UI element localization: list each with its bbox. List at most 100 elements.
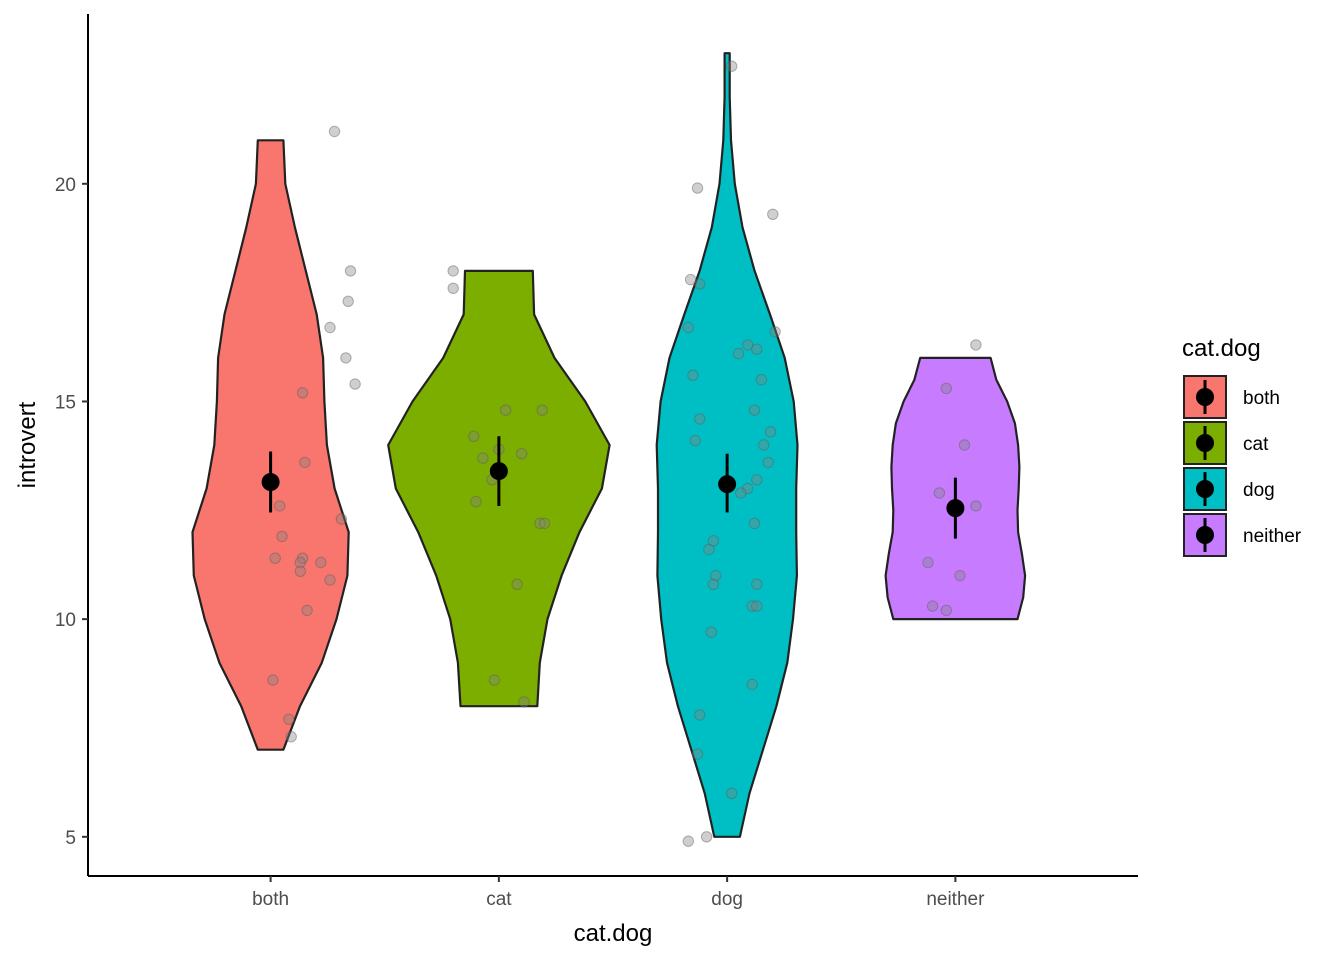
mean-point-cat	[489, 462, 508, 481]
data-point-dog	[694, 709, 706, 721]
data-point-dog	[742, 339, 754, 351]
data-point-dog	[762, 456, 774, 469]
data-point-dog	[767, 208, 779, 221]
data-point-both	[335, 513, 348, 525]
y-tick-label: 10	[55, 610, 76, 631]
data-point-both	[299, 456, 311, 469]
data-point-cat	[534, 517, 546, 530]
data-point-dog	[682, 835, 694, 847]
data-point-neither	[940, 604, 952, 617]
legend-item-neither: neither	[1183, 513, 1302, 557]
data-point-both	[340, 352, 352, 364]
data-point-both	[328, 125, 341, 138]
data-point-neither	[970, 500, 982, 512]
data-point-both	[324, 321, 336, 334]
data-point-dog	[742, 482, 754, 495]
data-point-dog	[682, 321, 694, 334]
data-point-cat	[447, 282, 459, 294]
x-axis-title: cat.dog	[574, 920, 653, 947]
y-tick-label: 15	[55, 392, 76, 413]
data-point-both	[269, 552, 281, 564]
data-point-dog	[694, 278, 706, 290]
data-point-dog	[735, 487, 747, 499]
legend-key-point	[1196, 480, 1214, 498]
plot-panel	[191, 52, 1027, 847]
data-point-cat	[500, 404, 512, 416]
data-point-neither	[970, 339, 982, 351]
data-point-neither	[958, 439, 971, 451]
legend-key-point	[1196, 388, 1214, 406]
data-point-dog	[694, 413, 706, 425]
data-point-cat	[468, 430, 480, 442]
data-point-cat	[447, 265, 459, 277]
data-point-both	[296, 552, 309, 564]
y-axis-title: introvert	[14, 401, 41, 488]
data-point-cat	[518, 696, 530, 708]
data-point-dog	[687, 369, 699, 381]
data-point-both	[324, 574, 336, 586]
x-tick-label: both	[252, 889, 289, 910]
legend-label-cat: cat	[1243, 434, 1269, 455]
x-tick-label: cat	[486, 889, 512, 910]
data-point-cat	[470, 495, 482, 508]
data-point-dog	[746, 600, 758, 612]
data-point-dog	[764, 426, 777, 438]
data-point-dog	[748, 517, 761, 530]
y-tick-label: 5	[65, 828, 76, 849]
data-point-dog	[751, 600, 763, 612]
data-point-both	[301, 604, 313, 617]
x-tick-label: dog	[711, 889, 743, 910]
data-point-dog	[703, 543, 715, 556]
legend-label-dog: dog	[1243, 480, 1275, 501]
legend-label-neither: neither	[1243, 526, 1302, 547]
mean-point-dog	[718, 475, 737, 494]
mean-point-neither	[946, 499, 965, 518]
data-point-cat	[477, 452, 489, 464]
x-tick-label: neither	[926, 889, 985, 910]
data-point-neither	[926, 600, 939, 612]
data-point-cat	[516, 448, 528, 460]
data-point-dog	[751, 474, 763, 486]
data-point-both	[344, 265, 357, 277]
data-point-dog	[691, 182, 704, 194]
data-point-both	[294, 565, 306, 577]
data-point-dog	[732, 347, 745, 360]
y-tick-label: 20	[55, 175, 76, 196]
y-ticks: 5 10 15 20	[55, 175, 88, 849]
data-point-dog	[691, 748, 704, 760]
legend-key-point	[1196, 526, 1214, 544]
data-point-neither	[922, 556, 934, 569]
data-point-dog	[755, 374, 768, 386]
legend-key-point	[1196, 434, 1214, 452]
data-point-both	[276, 530, 288, 543]
data-point-both	[267, 674, 279, 686]
data-point-both	[285, 731, 297, 743]
data-point-both	[342, 295, 354, 307]
data-point-both	[349, 378, 361, 390]
data-point-both	[294, 556, 306, 569]
legend-title: cat.dog	[1182, 335, 1261, 362]
data-point-dog	[700, 831, 713, 843]
legend-item-both: both	[1183, 375, 1280, 419]
data-point-dog	[758, 439, 770, 451]
data-point-both	[283, 713, 295, 725]
data-point-dog	[769, 326, 781, 338]
data-point-dog	[707, 535, 720, 547]
data-point-dog	[707, 578, 720, 590]
data-point-cat	[511, 578, 523, 590]
data-point-dog	[710, 569, 722, 582]
data-point-neither	[940, 382, 952, 395]
data-point-both	[315, 556, 327, 569]
data-point-dog	[726, 60, 738, 72]
violin-both	[191, 139, 350, 751]
legend-item-cat: cat	[1183, 421, 1269, 465]
data-point-dog	[751, 578, 763, 590]
legend: cat.dog both cat dog neither	[1182, 335, 1302, 557]
data-point-dog	[746, 678, 758, 691]
data-point-neither	[933, 487, 946, 499]
data-point-dog	[705, 626, 717, 638]
data-point-dog	[748, 404, 761, 416]
data-point-cat	[536, 404, 548, 416]
data-point-cat	[488, 674, 500, 686]
data-point-both	[274, 500, 286, 512]
